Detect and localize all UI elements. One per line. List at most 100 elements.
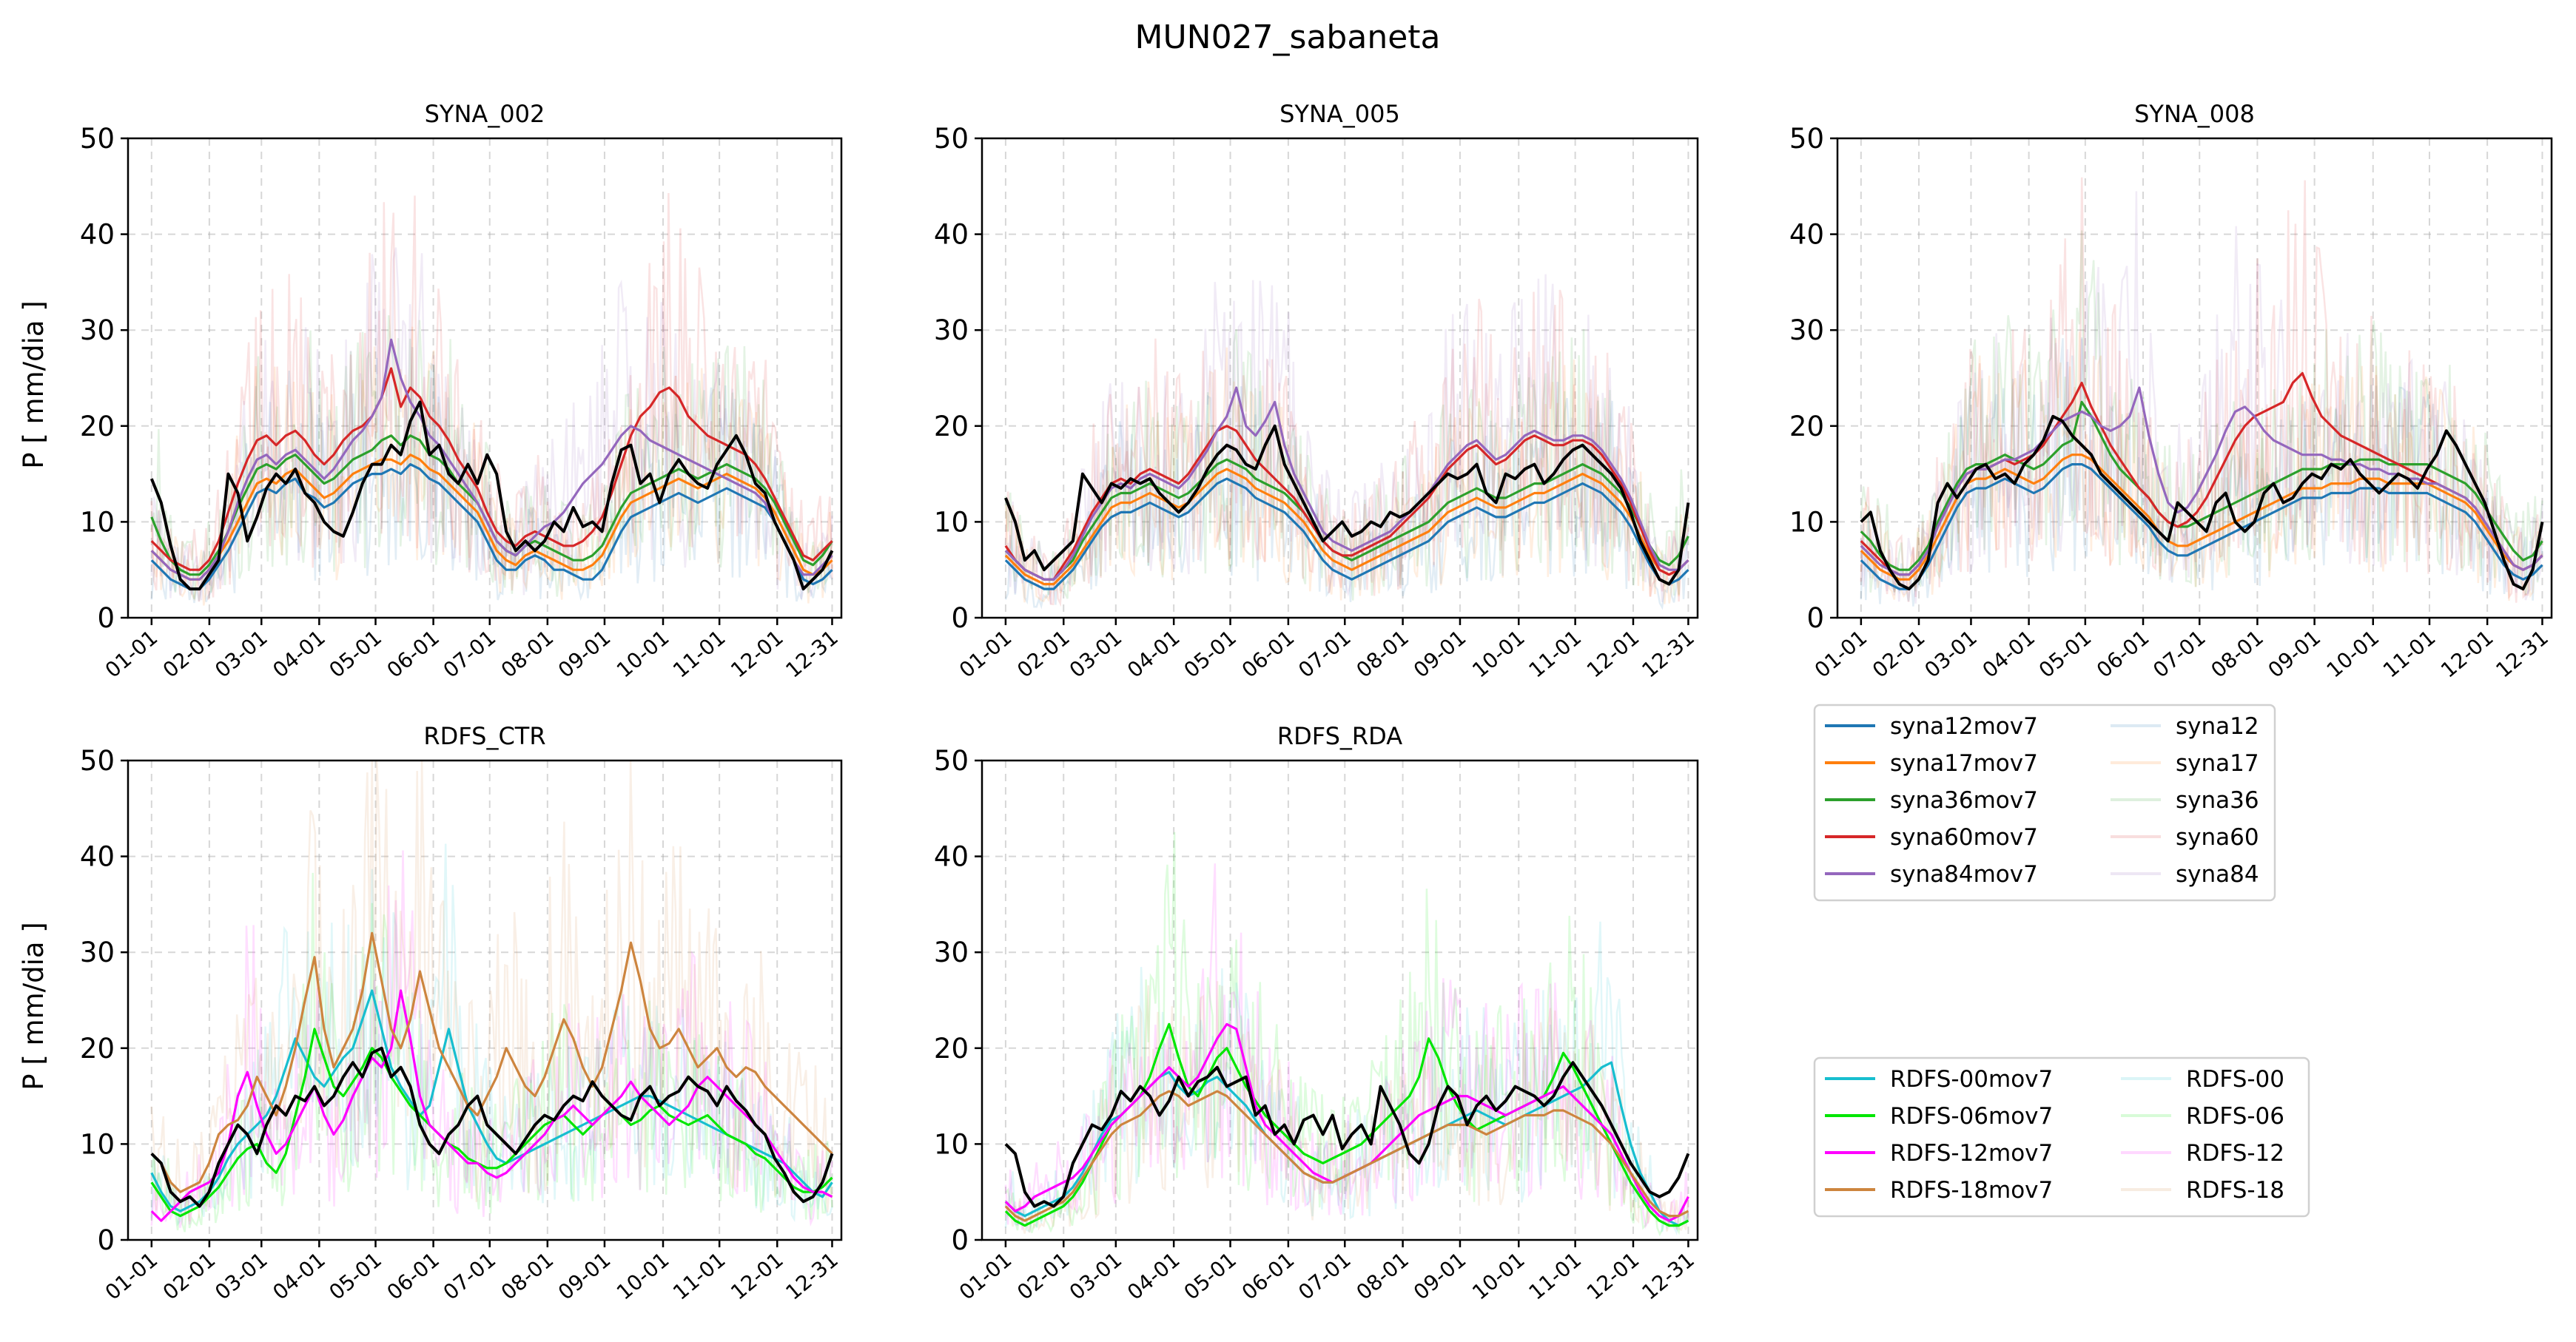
x-tick-label: 06-01 bbox=[2092, 625, 2154, 683]
x-tick-label: 10-01 bbox=[2322, 625, 2384, 683]
y-tick-label: 40 bbox=[80, 219, 115, 251]
series-line bbox=[150, 989, 833, 1213]
panel-syna-008: 0102030405001-0102-0103-0104-0105-0106-0… bbox=[1789, 100, 2553, 683]
y-tick-label: 0 bbox=[97, 1224, 115, 1256]
grid bbox=[1837, 138, 2552, 618]
daily-trace bbox=[1860, 337, 2543, 607]
legend-label: syna12 bbox=[2176, 713, 2259, 740]
y-axis-label-bottom: P [ mm/dia ] bbox=[18, 922, 50, 1090]
y-tick-label: 50 bbox=[934, 745, 969, 777]
x-tick-label: 02-01 bbox=[1012, 1247, 1075, 1305]
series-line bbox=[1004, 1090, 1689, 1222]
x-tick-label: 04-01 bbox=[1123, 625, 1185, 683]
x-tick-label: 09-01 bbox=[2264, 625, 2326, 683]
y-tick-label: 50 bbox=[80, 745, 115, 777]
x-tick-label: 12-31 bbox=[781, 1247, 843, 1305]
x-tick-label: 08-01 bbox=[2206, 625, 2268, 683]
series-line bbox=[1004, 468, 1689, 586]
x-tick-label: 07-01 bbox=[1294, 1247, 1356, 1305]
x-tick-label: 05-01 bbox=[1179, 625, 1241, 683]
y-tick-label: 40 bbox=[934, 841, 969, 873]
legend-label: RDFS-18 bbox=[2186, 1177, 2284, 1204]
legend-label: RDFS-00 bbox=[2186, 1066, 2284, 1093]
grid bbox=[128, 138, 841, 618]
legend-syna: syna12mov7 syna17mov7 syna36mov7 syna60mov7… bbox=[1813, 704, 2276, 902]
y-tick-label: 20 bbox=[934, 1033, 969, 1065]
daily-trace bbox=[150, 843, 833, 1227]
plot-frame bbox=[981, 759, 1699, 1241]
x-tick-label: 09-01 bbox=[1409, 1247, 1471, 1305]
x-tick-label: 02-01 bbox=[1012, 625, 1075, 683]
x-tick-label: 05-01 bbox=[324, 625, 386, 683]
x-tick-label: 06-01 bbox=[1237, 1247, 1299, 1305]
daily-traces bbox=[150, 760, 833, 1233]
legend-label: syna84 bbox=[2176, 861, 2259, 888]
legend-label: RDFS-12 bbox=[2186, 1140, 2284, 1167]
x-tick-label: 07-01 bbox=[439, 625, 501, 683]
legend-label: RDFS-12mov7 bbox=[1890, 1140, 2053, 1167]
plot-frame bbox=[981, 137, 1699, 619]
x-tick-label: 06-01 bbox=[383, 625, 445, 683]
x-tick-label: 10-01 bbox=[612, 1247, 674, 1305]
y-tick-label: 10 bbox=[934, 506, 969, 538]
observed-line bbox=[1004, 1061, 1690, 1208]
x-tick-label: 10-01 bbox=[612, 625, 674, 683]
x-tick-label: 09-01 bbox=[1409, 625, 1471, 683]
legend-label: RDFS-06 bbox=[2186, 1103, 2284, 1130]
panel-syna-002: 0102030405001-0102-0103-0104-0105-0106-0… bbox=[80, 100, 843, 683]
legend-label: syna60mov7 bbox=[1890, 824, 2038, 851]
x-tick-label: 08-01 bbox=[1352, 625, 1414, 683]
y-tick-label: 40 bbox=[80, 841, 115, 873]
legend-label: RDFS-06mov7 bbox=[1890, 1103, 2053, 1130]
x-tick-label: 02-01 bbox=[158, 625, 221, 683]
legend-label: RDFS-18mov7 bbox=[1890, 1177, 2053, 1204]
y-tick-label: 40 bbox=[934, 219, 969, 251]
y-tick-label: 30 bbox=[1789, 314, 1824, 346]
x-tick-label: 05-01 bbox=[2034, 625, 2096, 683]
legend-label: RDFS-00mov7 bbox=[1890, 1066, 2053, 1093]
daily-traces bbox=[1004, 274, 1689, 610]
series-line bbox=[1004, 477, 1689, 590]
y-tick-label: 0 bbox=[951, 1224, 969, 1256]
panel-title: SYNA_008 bbox=[2134, 100, 2255, 128]
daily-trace bbox=[1860, 331, 2543, 601]
series-line bbox=[1860, 462, 2543, 590]
series-line bbox=[150, 338, 833, 581]
daily-trace bbox=[1860, 177, 2543, 603]
x-tick-label: 02-01 bbox=[1868, 625, 1930, 683]
daily-trace bbox=[1004, 382, 1689, 610]
x-tick-label: 11-01 bbox=[1524, 625, 1587, 683]
y-tick-label: 10 bbox=[934, 1128, 969, 1160]
daily-trace bbox=[1004, 347, 1689, 604]
x-tick-label: 03-01 bbox=[210, 625, 272, 683]
series-line bbox=[150, 453, 833, 581]
y-tick-label: 20 bbox=[80, 1033, 115, 1065]
y-tick-label: 20 bbox=[80, 411, 115, 442]
x-tick-label: 03-01 bbox=[1065, 625, 1127, 683]
legend-rdfs: RDFS-00mov7 RDFS-06mov7 RDFS-12mov7 RDFS-18… bbox=[1813, 1056, 2310, 1218]
observed-line bbox=[1004, 424, 1690, 586]
x-tick-label: 05-01 bbox=[1179, 1247, 1241, 1305]
daily-trace bbox=[1004, 328, 1689, 601]
series-line bbox=[1004, 386, 1689, 581]
x-tick-label: 12-31 bbox=[2491, 625, 2553, 683]
panel-title: RDFS_RDA bbox=[1277, 722, 1402, 750]
y-tick-label: 10 bbox=[80, 506, 115, 538]
x-tick-label: 06-01 bbox=[1237, 625, 1299, 683]
y-tick-label: 10 bbox=[1789, 506, 1824, 538]
x-tick-label: 04-01 bbox=[1123, 1247, 1185, 1305]
x-tick-label: 07-01 bbox=[2148, 625, 2210, 683]
y-tick-label: 20 bbox=[934, 411, 969, 442]
plot-frame bbox=[1836, 137, 2553, 619]
x-tick-label: 08-01 bbox=[497, 1247, 559, 1305]
panel-title: SYNA_002 bbox=[425, 100, 545, 128]
panel-rdfs-ctr: 0102030405001-0102-0103-0104-0105-0106-0… bbox=[80, 722, 843, 1305]
legend-label: syna12mov7 bbox=[1890, 713, 2038, 740]
x-tick-label: 09-01 bbox=[554, 625, 616, 683]
y-tick-label: 50 bbox=[934, 123, 969, 155]
y-tick-label: 30 bbox=[80, 937, 115, 968]
observed-line bbox=[1860, 414, 2544, 591]
legend-label: syna60 bbox=[2176, 824, 2259, 851]
legend-label: syna36mov7 bbox=[1890, 787, 2038, 814]
